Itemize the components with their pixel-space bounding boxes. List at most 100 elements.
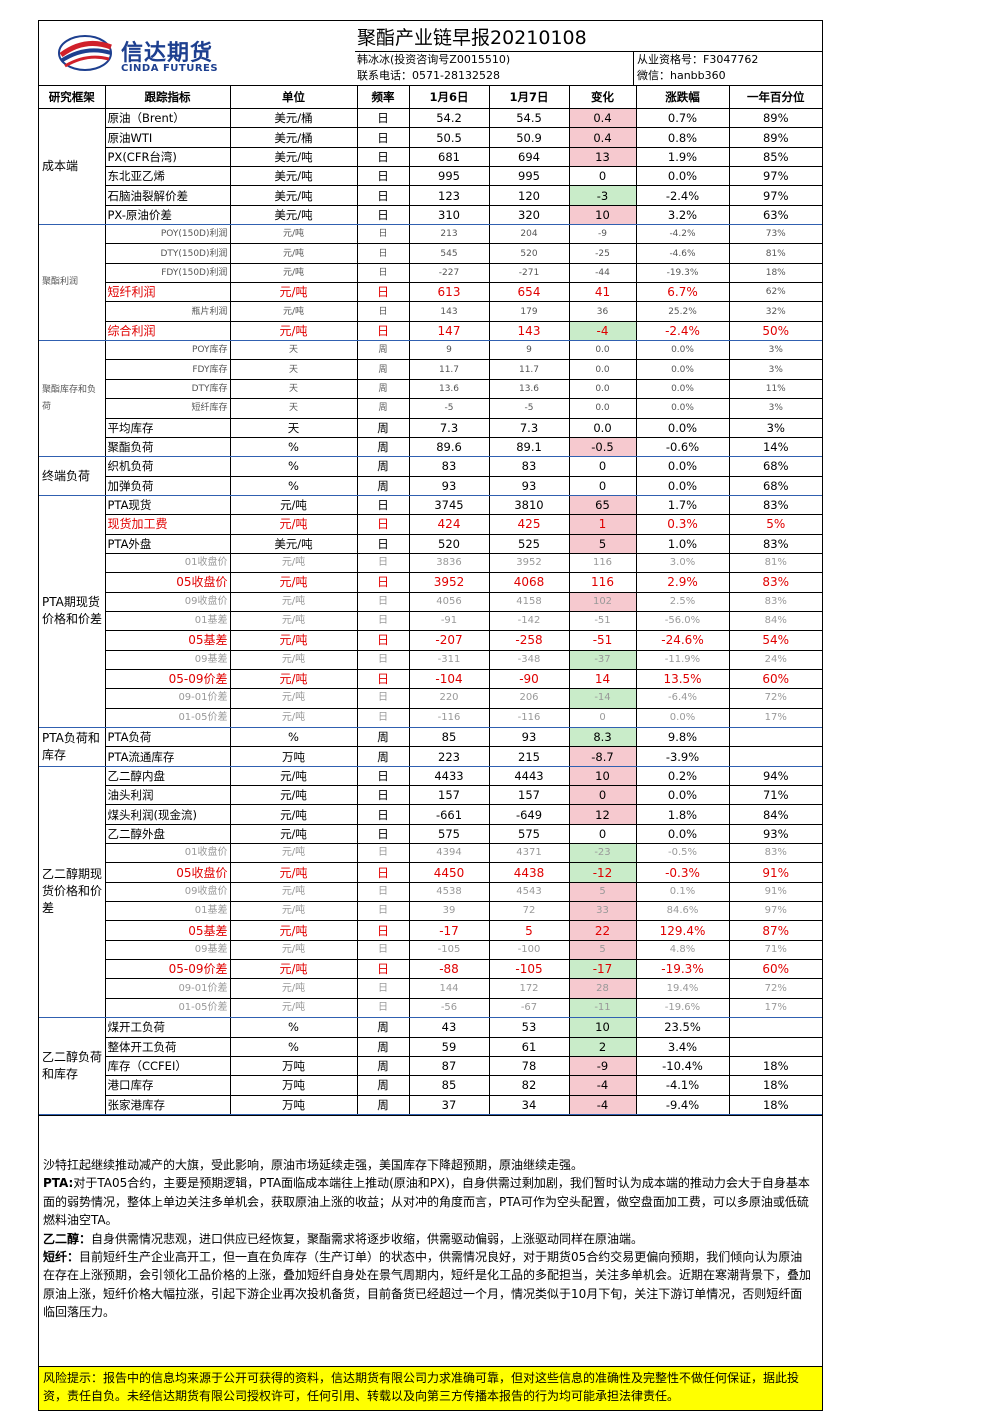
value-jan6-cell: 613 — [408, 282, 489, 303]
indicator-cell: 煤头利润(现金流) — [104, 804, 230, 825]
unit-cell: 元/吨 — [229, 882, 357, 903]
change-cell: -44 — [568, 263, 636, 284]
frequency-cell: 日 — [356, 185, 409, 206]
unit-cell: 元/吨 — [229, 650, 357, 670]
value-jan7-cell: 204 — [488, 224, 569, 245]
change-cell: 28 — [568, 978, 636, 999]
table-row: 09-01价差 元/吨日 220 206 -14 -6.4% 72% — [39, 688, 822, 709]
table-row: 石脑油裂解价差 美元/吨日 123 120 -3 -2.4% 97% — [39, 185, 822, 206]
change-cell: 10 — [568, 205, 636, 226]
value-jan7-cell: 93 — [488, 476, 569, 496]
value-jan6-cell: 85 — [408, 1075, 489, 1096]
table-row: 05-09价差 元/吨日 -88 -105 -17 -19.3% 60% — [39, 959, 822, 980]
frequency-cell: 周 — [356, 437, 409, 458]
indicator-cell: 01-05价差 — [104, 998, 230, 1019]
indicator-cell: 09基差 — [104, 650, 230, 670]
frequency-cell: 周 — [356, 1075, 409, 1096]
percentile-cell: 89% — [728, 127, 822, 148]
contact-phone: 联系电话：0571-28132528 — [357, 69, 500, 82]
change-cell: 116 — [568, 572, 636, 593]
column-header: 一年百分位 — [728, 86, 822, 109]
frequency-cell: 日 — [356, 553, 409, 574]
psf-label: 短纤： — [43, 1249, 80, 1264]
value-jan7-cell: 89.1 — [488, 437, 569, 458]
change-cell: -17 — [568, 959, 636, 980]
meg-label: 乙二醇： — [43, 1231, 92, 1246]
change-pct-cell: -4.1% — [635, 1075, 729, 1096]
change-cell: 65 — [568, 495, 636, 516]
frequency-cell: 日 — [356, 920, 409, 941]
percentile-cell: 68% — [728, 456, 822, 477]
change-cell: 0.4 — [568, 108, 636, 129]
indicator-cell: PTA外盘 — [104, 534, 230, 554]
change-pct-cell: 6.7% — [635, 282, 729, 303]
value-jan7-cell: 11.7 — [488, 359, 569, 380]
frequency-cell: 日 — [356, 882, 409, 903]
change-pct-cell: -19.3% — [635, 263, 729, 284]
value-jan6-cell: -227 — [408, 263, 489, 284]
table-row: FDY(150D)利润 元/吨日 -227 -271 -44 -19.3% 18% — [39, 263, 822, 284]
indicator-cell: 整体开工负荷 — [104, 1037, 230, 1057]
indicator-cell: 短纤利润 — [104, 282, 230, 303]
unit-cell: 元/吨 — [229, 572, 357, 593]
change-cell: 1 — [568, 514, 636, 535]
frequency-cell: 周 — [356, 1056, 409, 1077]
value-jan7-cell: 3810 — [488, 495, 569, 516]
indicator-cell: DTY(150D)利润 — [104, 243, 230, 264]
change-pct-cell: 13.5% — [635, 669, 729, 690]
indicator-cell: 05收盘价 — [104, 862, 230, 883]
change-cell: 2 — [568, 1037, 636, 1057]
value-jan6-cell: 87 — [408, 1056, 489, 1077]
frequency-cell: 周 — [356, 340, 409, 361]
percentile-cell: 89% — [728, 108, 822, 129]
table-row: PTA负荷和库存 PTA负荷% 周 85 93 8.3 9.8% — [39, 727, 822, 767]
logo-en-text: CINDA FUTURES — [121, 63, 219, 74]
value-jan7-cell: 9 — [488, 340, 569, 361]
value-jan7-cell: -258 — [488, 630, 569, 651]
unit-cell: 天 — [229, 340, 357, 361]
change-cell: 5 — [568, 534, 636, 554]
indicator-cell: 05收盘价 — [104, 572, 230, 593]
value-jan6-cell: 4538 — [408, 882, 489, 903]
unit-cell: 元/吨 — [229, 940, 357, 961]
unit-cell: 万吨 — [229, 1095, 357, 1115]
percentile-cell: 14% — [728, 437, 822, 458]
framework-cell: 聚酯库存和负荷 — [39, 340, 105, 458]
unit-cell: % — [229, 476, 357, 496]
change-cell: -8.7 — [568, 746, 636, 767]
indicator-cell: 加弹负荷 — [104, 476, 230, 496]
unit-cell: % — [229, 437, 357, 458]
framework-cell: 终端负荷 — [39, 456, 105, 496]
change-pct-cell: 0.0% — [635, 398, 729, 419]
percentile-cell — [728, 727, 822, 748]
commentary-crude: 沙特扛起继续推动减产的大旗，受此影响，原油市场延续走强，美国库存下降超预期，原油… — [43, 1157, 584, 1172]
indicator-cell: 聚酯负荷 — [104, 437, 230, 458]
value-jan7-cell: 520 — [488, 243, 569, 264]
risk-disclaimer: 风险提示：报告中的信息均来源于公开可获得的资料，信达期货有限公司力求准确可靠，但… — [39, 1365, 822, 1410]
frequency-cell: 日 — [356, 301, 409, 322]
indicator-cell: 09-01价差 — [104, 688, 230, 709]
change-cell: 116 — [568, 553, 636, 574]
change-pct-cell: -9.4% — [635, 1095, 729, 1115]
table-row: 聚酯利润 POY(150D)利润 元/吨日 213 204 -9 -4.2% 73% — [39, 224, 822, 342]
unit-cell: 元/吨 — [229, 998, 357, 1019]
value-jan6-cell: 545 — [408, 243, 489, 264]
change-pct-cell: 0.3% — [635, 514, 729, 535]
framework-cell: 乙二醇负荷和库存 — [39, 1017, 105, 1115]
unit-cell: 美元/桶 — [229, 127, 357, 148]
unit-cell: 元/吨 — [229, 224, 357, 245]
value-jan7-cell: 206 — [488, 688, 569, 709]
change-pct-cell: -19.6% — [635, 998, 729, 1019]
indicator-cell: 01-05价差 — [104, 708, 230, 729]
percentile-cell: 3% — [728, 340, 822, 361]
frequency-cell: 周 — [356, 379, 409, 400]
frequency-cell: 日 — [356, 321, 409, 342]
change-pct-cell: 0.0% — [635, 359, 729, 380]
frequency-cell: 日 — [356, 650, 409, 670]
indicator-cell: PTA流通库存 — [104, 746, 230, 767]
change-pct-cell: 25.2% — [635, 301, 729, 322]
value-jan6-cell: -88 — [408, 959, 489, 980]
table-row: 乙二醇外盘 元/吨日 575 575 0 0.0% 93% — [39, 824, 822, 845]
change-cell: 12 — [568, 804, 636, 825]
frequency-cell: 周 — [356, 746, 409, 767]
